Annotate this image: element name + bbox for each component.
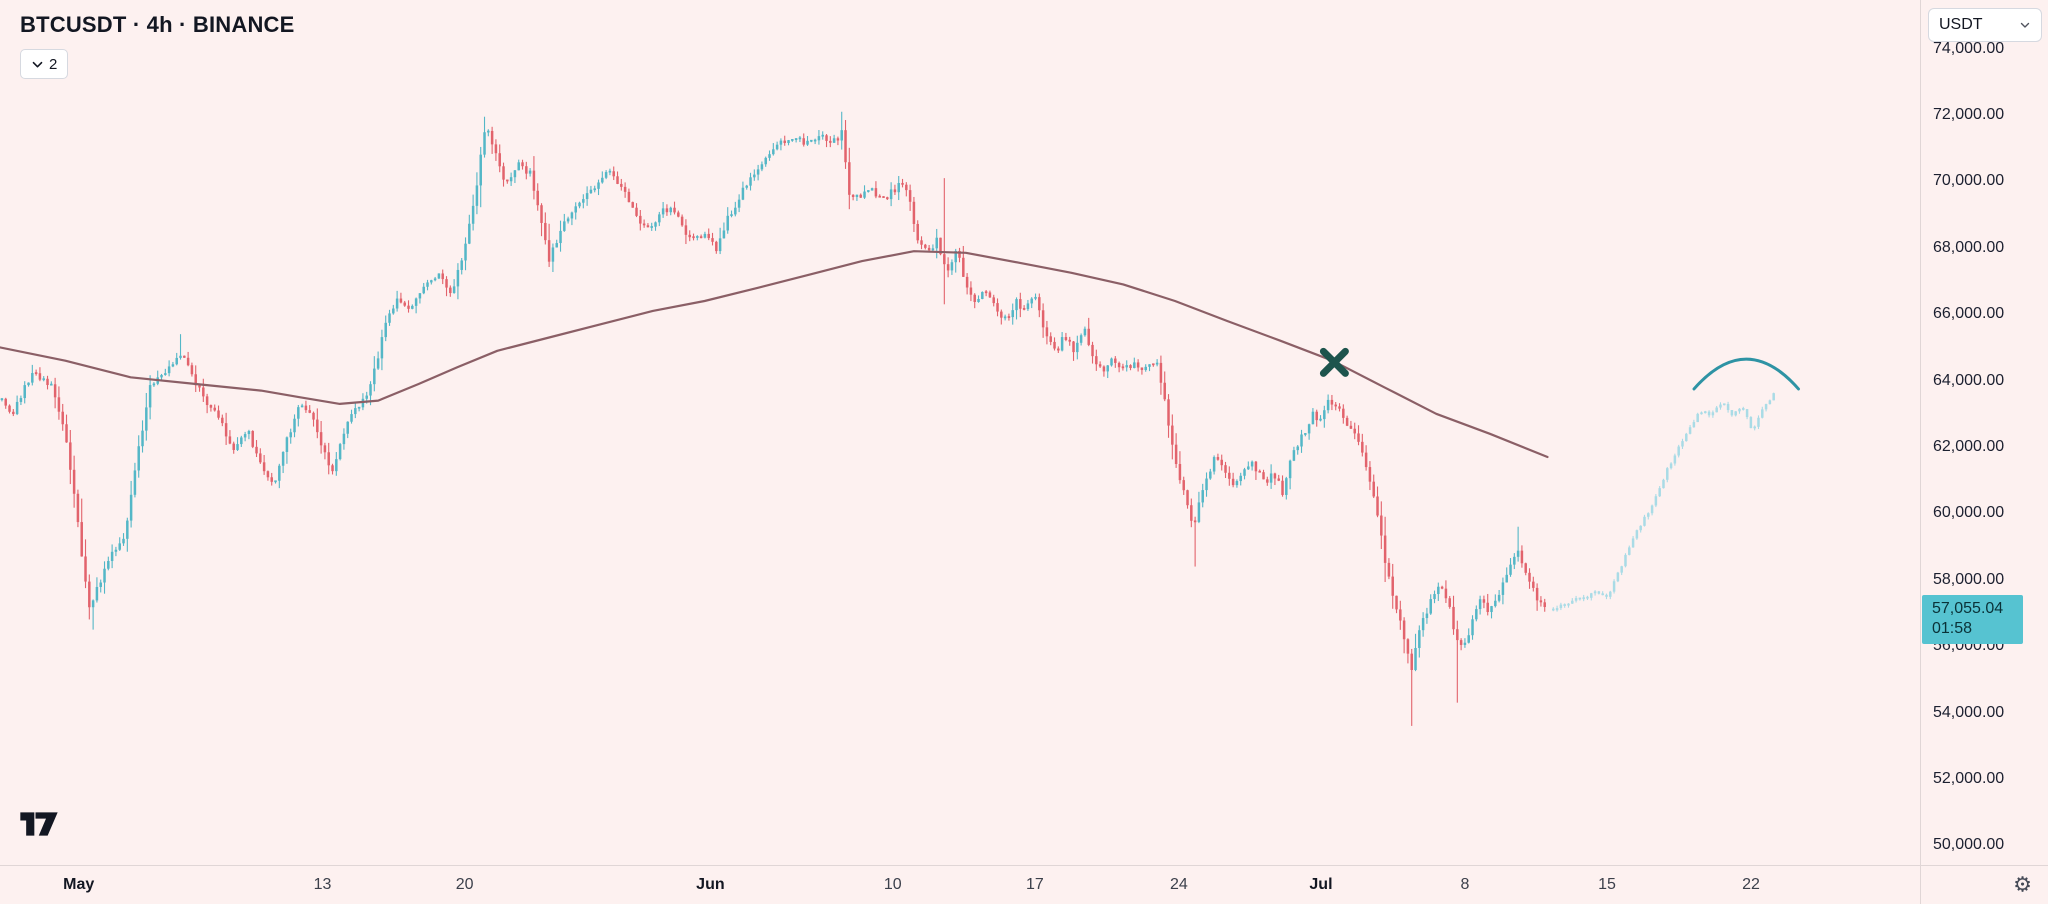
time-axis-label: 15 — [1598, 876, 1616, 893]
time-axis-label: 22 — [1742, 876, 1760, 893]
price-axis-label: 52,000.00 — [1933, 770, 2005, 788]
chevron-down-icon — [2020, 22, 2030, 28]
gear-icon[interactable]: ⚙ — [2013, 872, 2032, 897]
chart-plot-area[interactable]: BTCUSDT · 4h · BINANCE 2 — [0, 0, 1920, 865]
price-axis-label: 64,000.00 — [1933, 371, 2005, 389]
price-axis-label: 70,000.00 — [1933, 172, 2005, 190]
candlestick-chart[interactable] — [0, 0, 1920, 865]
time-axis-label: May — [63, 876, 95, 893]
candles-layer — [0, 111, 1775, 726]
currency-dropdown-value: USDT — [1939, 16, 1983, 33]
time-axis-label: 13 — [313, 876, 332, 893]
time-axis-label: Jul — [1309, 876, 1333, 893]
time-axis-label: 17 — [1025, 876, 1044, 893]
chevron-down-icon — [32, 61, 43, 67]
axis-corner: ⚙ — [1920, 865, 2048, 904]
last-price-value: 57,055.04 — [1932, 600, 2004, 618]
indicator-count-badge: 2 — [49, 55, 58, 73]
time-axis-label: Jun — [696, 876, 725, 893]
time-axis-label: 24 — [1169, 876, 1188, 893]
moving-average-line[interactable] — [0, 250, 1549, 459]
time-axis-label: 10 — [883, 876, 902, 893]
chart-legend: BTCUSDT · 4h · BINANCE 2 — [20, 12, 295, 79]
time-axis-label: 20 — [455, 876, 474, 893]
price-axis-label: 60,000.00 — [1933, 504, 2005, 522]
time-axis[interactable]: May 13 20 Jun 10 17 24 Jul 8 15 22 — [0, 865, 1920, 904]
price-axis-label: 50,000.00 — [1933, 836, 2005, 854]
symbol-title[interactable]: BTCUSDT · 4h · BINANCE — [20, 12, 295, 37]
tradingview-logo[interactable] — [18, 810, 60, 843]
legend-collapse-button[interactable]: 2 — [20, 49, 69, 79]
price-axis-label: 62,000.00 — [1933, 438, 2005, 456]
price-axis-label: 54,000.00 — [1933, 703, 2005, 721]
bar-countdown-timer: 01:58 — [1932, 620, 1973, 638]
price-axis-label: 58,000.00 — [1933, 570, 2005, 588]
price-axis-label: 66,000.00 — [1933, 305, 2005, 323]
currency-dropdown[interactable]: USDT — [1928, 8, 2042, 42]
price-axis-label: 72,000.00 — [1933, 106, 2005, 124]
x-marker-drawing[interactable] — [1319, 347, 1349, 377]
price-axis-label: 68,000.00 — [1933, 238, 2005, 256]
price-axis-label: 74,000.00 — [1933, 39, 2005, 57]
last-price-tag: 57,055.04 01:58 — [1922, 595, 2023, 645]
tradingview-logo-icon — [20, 812, 58, 836]
time-axis-label: 8 — [1460, 876, 1470, 893]
arc-drawing[interactable] — [1692, 357, 1800, 391]
price-axis[interactable]: USDT 74,000.00 72,000.00 70,000.00 68,000.0… — [1920, 0, 2048, 865]
